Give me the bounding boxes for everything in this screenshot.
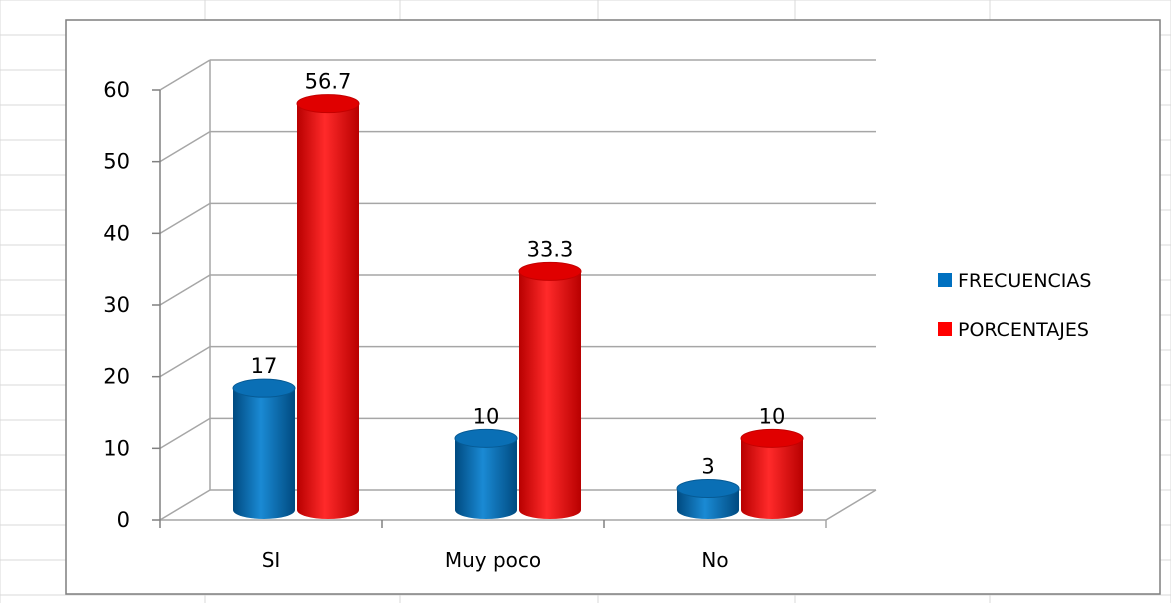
bar-top: [740, 428, 804, 448]
x-category-label: No: [701, 548, 728, 572]
chart-area-border: [65, 19, 1161, 595]
y-tick-label: 0: [117, 508, 130, 532]
gridline-diagonal: [159, 59, 211, 91]
gridline-diagonal: [159, 131, 211, 163]
y-tick-label: 10: [103, 436, 130, 460]
gridline-diagonal: [159, 274, 211, 306]
bar-top: [232, 378, 296, 398]
data-label: 10: [759, 404, 786, 428]
bar-porcentajes-2: [740, 428, 804, 519]
data-label: 3: [701, 455, 714, 479]
data-labels: 17 56.7 10 33.3 3 10: [251, 70, 786, 479]
bar-body: [741, 438, 803, 519]
data-label: 56.7: [305, 70, 352, 94]
bar-porcentajes-1: [518, 261, 582, 519]
bar-series: [232, 94, 804, 520]
bar-top: [454, 428, 518, 448]
x-category-label: Muy poco: [445, 548, 541, 572]
bar-top: [296, 94, 360, 114]
legend-label: PORCENTAJES: [958, 319, 1089, 341]
legend: FRECUENCIAS PORCENTAJES: [938, 270, 1091, 341]
bar-frecuencias-0: [232, 378, 296, 519]
y-tick-label: 20: [103, 365, 130, 389]
y-tick-label: 30: [103, 293, 130, 317]
legend-swatch: [938, 273, 952, 287]
x-category-label: SI: [262, 548, 281, 572]
bar-porcentajes-0: [296, 94, 360, 520]
bar-body: [233, 388, 295, 519]
data-label: 33.3: [527, 237, 574, 261]
data-label: 10: [473, 404, 500, 428]
legend-swatch: [938, 322, 952, 336]
y-tick-label: 60: [103, 78, 130, 102]
bar-frecuencias-2: [676, 479, 740, 519]
gridline-diagonal: [159, 417, 211, 449]
bar-body: [519, 271, 581, 519]
bar-frecuencias-1: [454, 428, 518, 519]
bar-top: [518, 261, 582, 281]
bar-body: [297, 103, 359, 520]
y-axis: 0 10 20 30 40 50 60: [103, 78, 161, 532]
bar-body: [455, 438, 517, 519]
data-label: 17: [251, 354, 278, 378]
x-axis: SI Muy poco No: [159, 520, 729, 572]
y-tick-label: 40: [103, 221, 130, 245]
gridline-diagonal: [159, 202, 211, 234]
y-tick-label: 50: [103, 150, 130, 174]
gridline-diagonal: [159, 346, 211, 378]
legend-label: FRECUENCIAS: [958, 270, 1091, 292]
bar-top: [676, 479, 740, 498]
gridline-diagonal: [159, 489, 211, 521]
